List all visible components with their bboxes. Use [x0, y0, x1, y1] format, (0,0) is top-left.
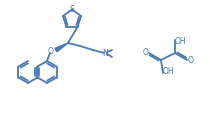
Text: OH: OH [174, 37, 186, 46]
Text: O: O [188, 56, 193, 65]
Text: S: S [70, 5, 74, 14]
Text: N: N [102, 48, 108, 57]
Polygon shape [55, 43, 68, 52]
Text: OH: OH [162, 68, 174, 77]
Text: O: O [143, 48, 148, 57]
Text: O: O [48, 46, 54, 55]
